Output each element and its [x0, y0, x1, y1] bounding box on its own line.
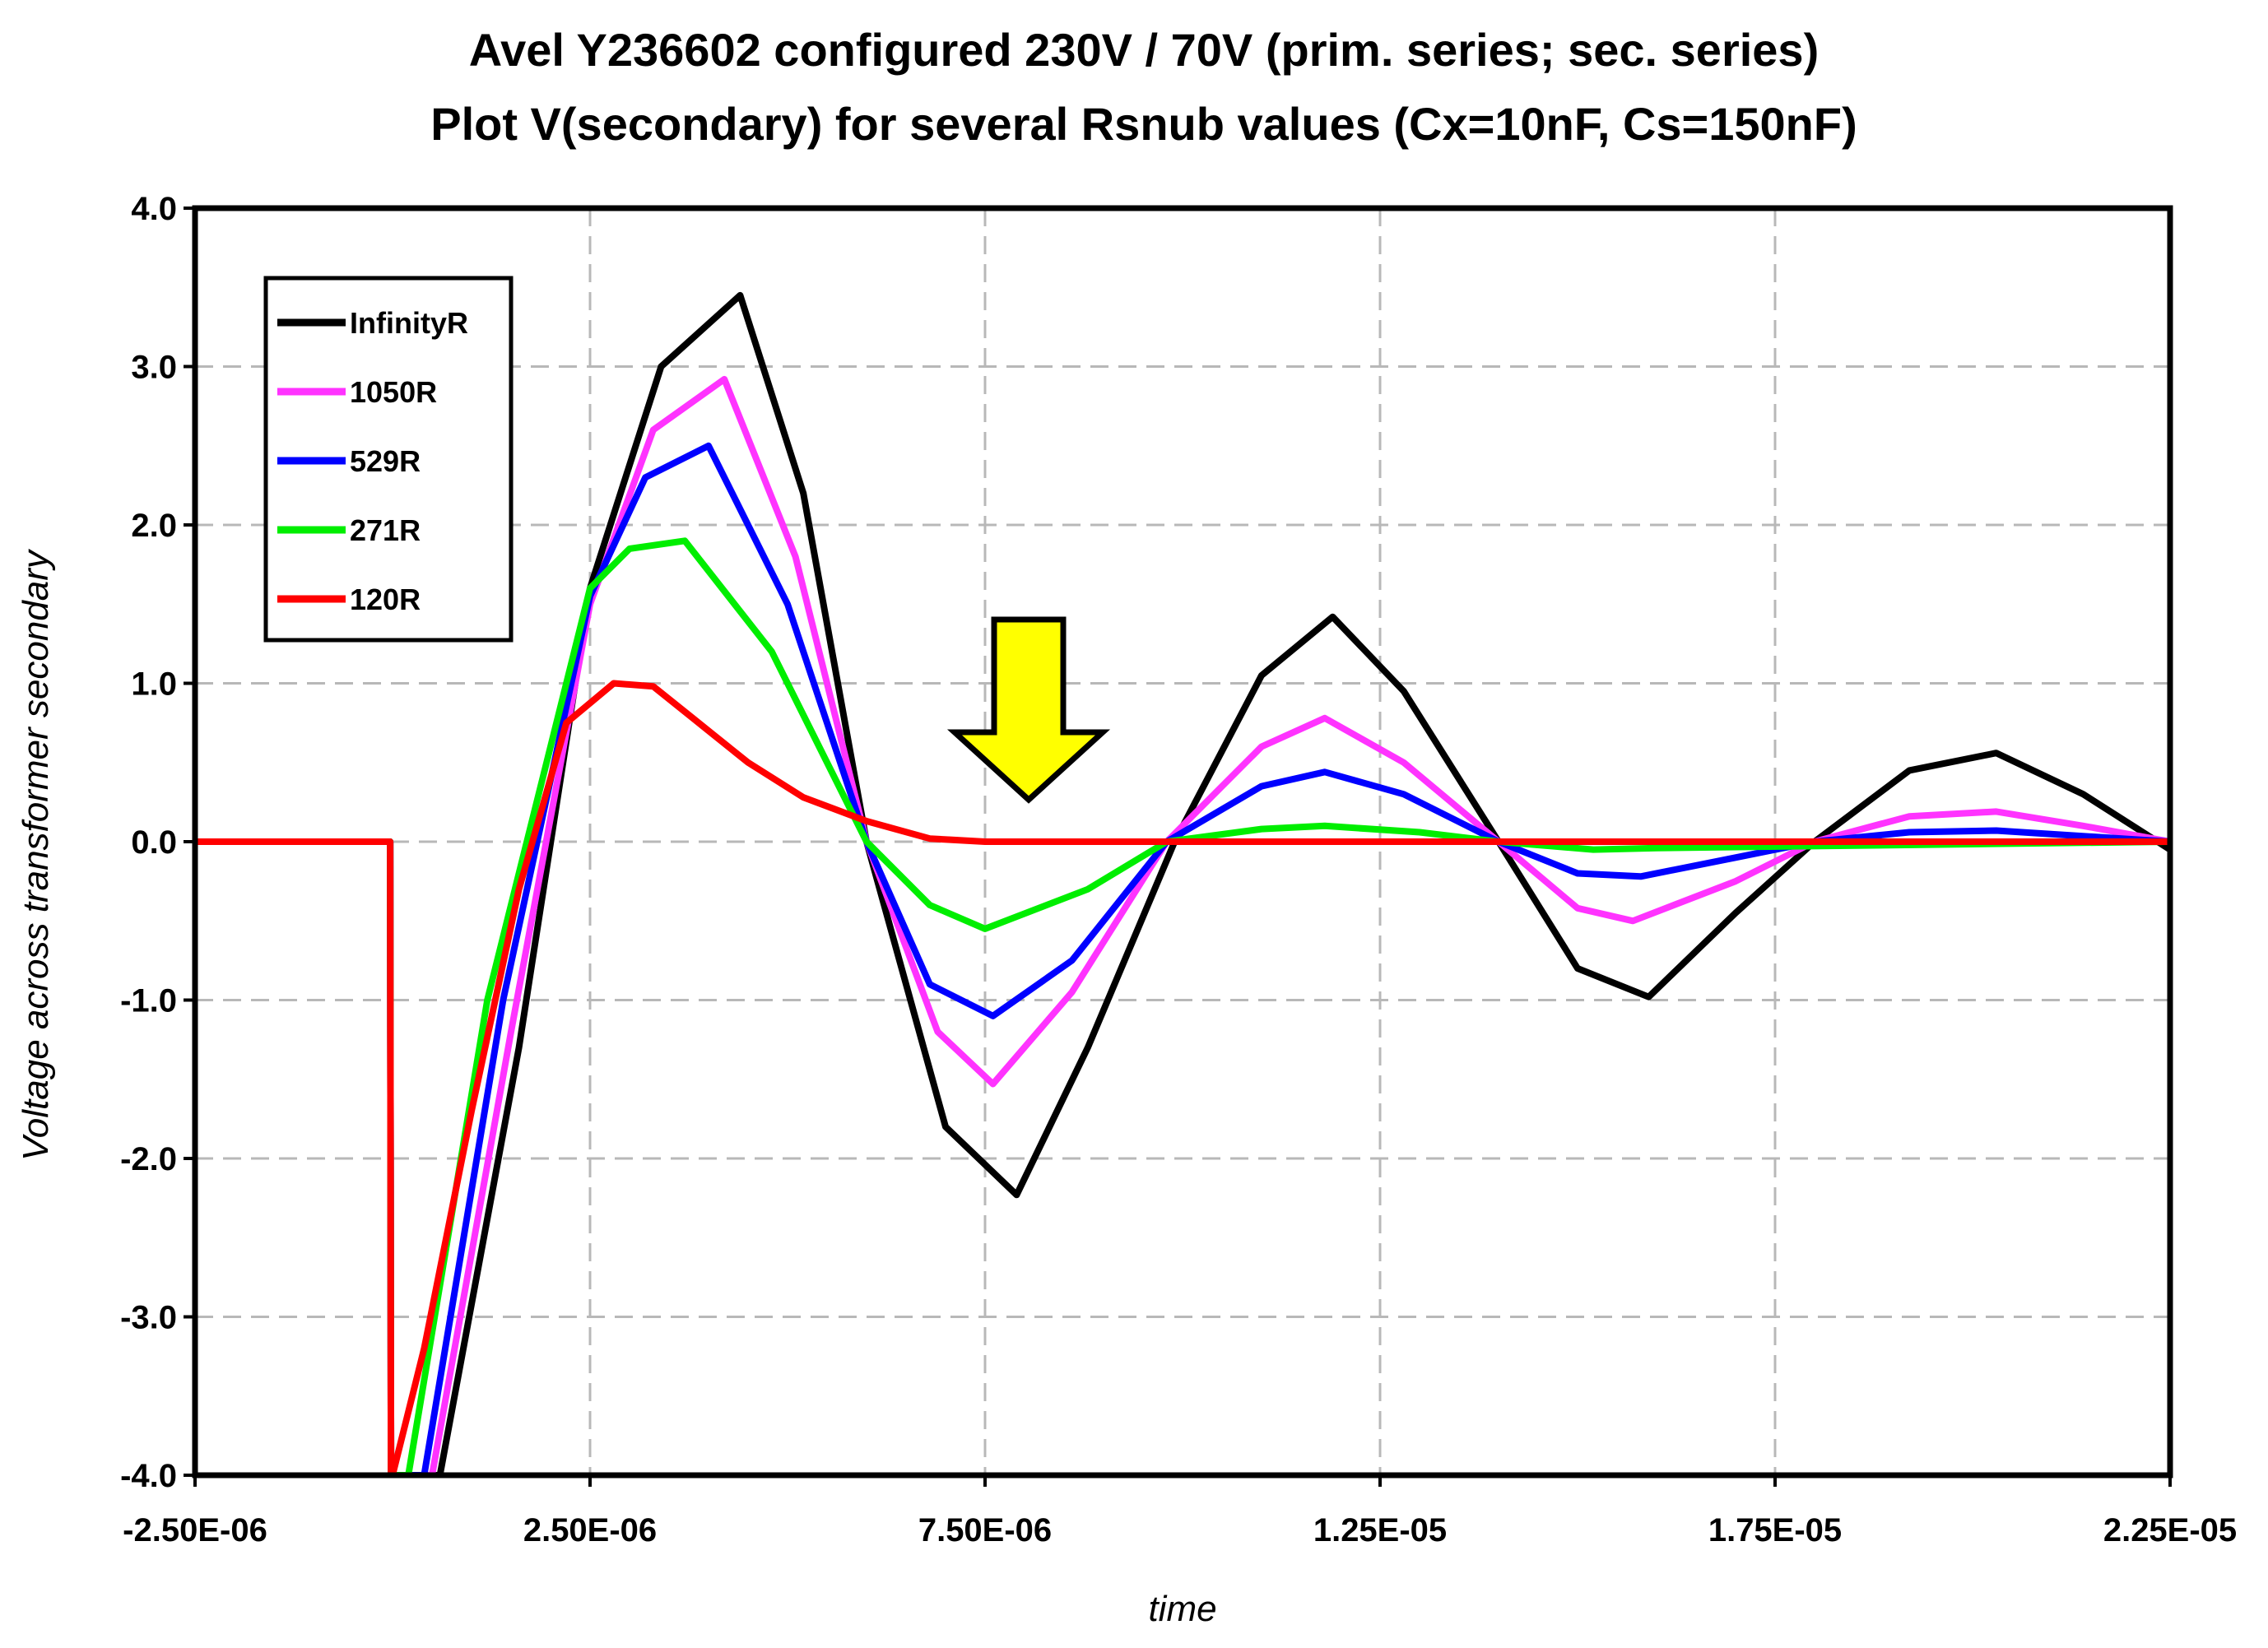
x-tick-label: 2.25E-05 [2103, 1512, 2237, 1548]
legend-label-271r: 271R [350, 513, 421, 547]
x-axis-label: time [1148, 1589, 1216, 1629]
legend-label-529r: 529R [350, 444, 421, 478]
legend-label-1050r: 1050R [350, 375, 437, 409]
legend-label-120r: 120R [350, 583, 421, 616]
series-line-529r [195, 442, 2170, 1475]
legend: InfinityR 1050R 529R 271R 120R [263, 276, 514, 643]
axes: -4.0 -3.0 -2.0 -1.0 0.0 1.0 2.0 3.0 4.0 -2.50E-06… [120, 191, 2237, 1548]
y-tick-label: 0.0 [131, 824, 177, 861]
y-tick-label: -2.0 [120, 1141, 177, 1177]
x-tick-label: -2.50E-06 [123, 1512, 267, 1548]
x-tick-label: 2.50E-06 [523, 1512, 657, 1548]
y-tick-label: 2.0 [131, 508, 177, 544]
series-line-infinityr [195, 291, 2170, 1475]
y-tick-label: 1.0 [131, 666, 177, 703]
y-axis-label: Voltage across transformer secondary [16, 548, 56, 1161]
legend-label-infinityr: InfinityR [350, 306, 468, 340]
y-tick-label: 4.0 [131, 191, 177, 227]
series-line-120r [195, 680, 2170, 1475]
chart-title: Avel Y236602 configured 230V / 70V (prim… [469, 24, 1819, 76]
y-tick-label: -3.0 [120, 1300, 177, 1336]
y-tick-label: -1.0 [120, 983, 177, 1019]
plot-series [195, 291, 2170, 1475]
down-arrow-icon [946, 616, 1111, 804]
y-tick-label: -4.0 [120, 1458, 177, 1494]
x-tick-label: 7.50E-06 [918, 1512, 1052, 1548]
x-tick-label: 1.75E-05 [1708, 1512, 1842, 1548]
x-tick-label: 1.25E-05 [1313, 1512, 1447, 1548]
y-tick-label: 3.0 [131, 350, 177, 386]
chart-subtitle: Plot V(secondary) for several Rsnub valu… [430, 98, 1857, 150]
